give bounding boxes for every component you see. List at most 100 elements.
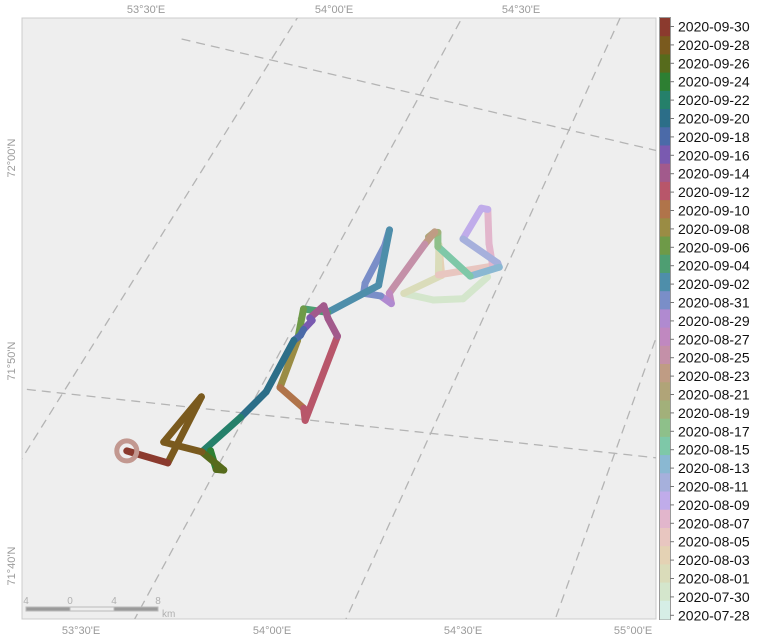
legend-color-step: [660, 109, 670, 128]
legend-label: 2020-08-11: [678, 479, 749, 495]
parallel-line: [22, 388, 656, 459]
meridian-line: [345, 18, 621, 619]
legend-label: 2020-09-18: [678, 129, 750, 145]
track-segment: [276, 384, 308, 412]
legend-label: 2020-09-10: [678, 203, 750, 219]
legend-color-step: [660, 455, 670, 474]
legend-label: 2020-08-15: [678, 442, 750, 458]
legend-label: 2020-09-02: [678, 276, 750, 292]
bottom-tick-label: 53°30'E: [62, 625, 100, 637]
legend-color-step: [660, 163, 670, 183]
meridian-line: [22, 18, 299, 460]
legend-label: 2020-09-30: [678, 19, 750, 35]
legend-color-step: [660, 436, 670, 456]
legend-color-step: [660, 491, 670, 511]
track-segment: [459, 235, 502, 267]
top-tick-label: 54°00'E: [315, 4, 353, 16]
legend-label: 2020-08-29: [678, 313, 750, 329]
legend-color-step: [660, 145, 670, 165]
track-segment: [198, 448, 228, 474]
legend-label: 2020-08-21: [678, 387, 750, 403]
legend-label: 2020-09-04: [678, 258, 750, 274]
legend-color-step: [660, 382, 670, 401]
bottom-tick-label: 55°00'E: [614, 625, 652, 637]
track-segment: [237, 388, 270, 421]
legend-color-step: [660, 364, 670, 383]
date-legend: 2020-09-30 2020-09-28 2020-09-26 2020-09-24…: [659, 17, 750, 623]
track-segment: [484, 205, 493, 248]
scale-bar-segment: [69, 606, 115, 612]
bottom-tick-label: 54°00'E: [253, 625, 291, 637]
legend-label: 2020-08-25: [678, 350, 750, 366]
legend-label: 2020-09-06: [678, 239, 750, 255]
scale-bar-label: 8: [155, 596, 161, 607]
track-segment: [123, 447, 172, 467]
legend-color-step: [660, 72, 670, 92]
scale-bar: 4 0 4 8 km: [23, 596, 175, 620]
track-segment: [164, 393, 205, 467]
meridian-line: [133, 18, 463, 619]
legend-label: 2020-08-05: [678, 534, 750, 550]
ship-track: [123, 204, 503, 474]
scale-bar-label: 4: [23, 596, 29, 607]
legend-color-step: [660, 600, 670, 620]
legend-color-step: [660, 327, 670, 347]
legend-color-step: [660, 418, 670, 438]
legend-label: 2020-08-27: [678, 331, 750, 347]
legend-color-step: [660, 181, 670, 201]
legend-label: 2020-08-09: [678, 497, 750, 513]
legend-label: 2020-09-22: [678, 92, 750, 108]
legend-color-step: [660, 127, 670, 146]
parallel-line: [181, 38, 656, 152]
legend-label: 2020-08-17: [678, 423, 750, 439]
track-segment: [262, 336, 298, 396]
legend-label: 2020-09-20: [678, 111, 750, 127]
scale-bar-segment: [25, 606, 71, 612]
scale-bar-segment: [113, 606, 159, 612]
legend-color-step: [660, 200, 670, 219]
map-panel: [21, 17, 657, 620]
track-segment: [375, 226, 393, 289]
left-tick-label: 71°50'N: [6, 341, 18, 380]
legend-color-step: [660, 546, 670, 565]
legend-color-step: [660, 236, 670, 256]
legend-label: 2020-08-31: [678, 295, 750, 311]
top-tick-label: 54°30'E: [502, 4, 540, 16]
track-segment: [434, 243, 474, 280]
legend-label: 2020-09-16: [678, 147, 750, 163]
scale-bar-label: 4: [111, 596, 117, 607]
legend-color-step: [660, 291, 670, 310]
track-segment: [459, 273, 492, 303]
legend-color-step: [660, 582, 670, 602]
track-segment: [400, 271, 446, 297]
legend-color-step: [660, 509, 670, 529]
track-segment: [276, 337, 301, 391]
left-tick-label: 71°40'N: [6, 546, 18, 585]
track-segment: [385, 240, 429, 297]
legend-color-step: [660, 527, 670, 547]
legend-label: 2020-08-01: [678, 571, 750, 587]
legend-label: 2020-09-26: [678, 55, 750, 71]
legend-label: 2020-08-23: [678, 368, 750, 384]
legend-color-step: [660, 272, 670, 292]
legend-label: 2020-09-24: [678, 74, 750, 90]
legend-color-step: [660, 309, 670, 329]
legend-label: 2020-08-19: [678, 405, 750, 421]
track-segment: [459, 204, 485, 243]
track-segment: [160, 438, 206, 456]
legend-label: 2020-08-07: [678, 515, 750, 531]
legend-color-step: [660, 473, 670, 493]
left-tick-label: 72°00'N: [6, 138, 18, 177]
track-segment: [198, 413, 245, 456]
top-tick-label: 53°30'E: [127, 4, 165, 16]
legend-color-step: [660, 345, 670, 365]
track-segment: [429, 295, 467, 304]
legend-color-step: [660, 90, 670, 110]
legend-label: 2020-07-30: [678, 589, 750, 605]
legend-color-step: [660, 254, 670, 274]
track-segment: [301, 332, 341, 424]
legend-color-step: [660, 54, 670, 74]
track-segment: [361, 242, 389, 287]
